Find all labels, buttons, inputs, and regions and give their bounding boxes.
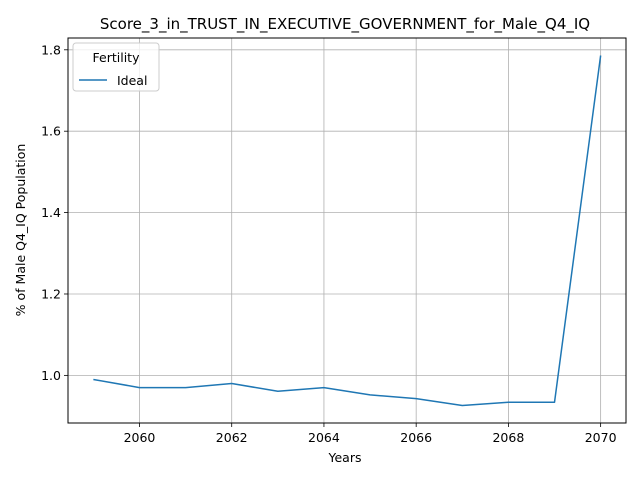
y-tick-label: 1.4 [41, 205, 61, 220]
x-tick-label: 2068 [492, 430, 524, 445]
y-tick-label: 1.2 [41, 286, 61, 301]
x-axis-ticks: 2060 2062 2064 2066 2068 2070 [124, 423, 617, 445]
y-axis-label: % of Male Q4_IQ Population [13, 144, 28, 317]
x-axis-label: Years [328, 450, 362, 465]
y-axis-ticks: 1.0 1.2 1.4 1.6 1.8 [41, 42, 68, 383]
x-tick-label: 2070 [585, 430, 617, 445]
chart-title: Score_3_in_TRUST_IN_EXECUTIVE_GOVERNMENT… [100, 15, 590, 34]
x-tick-label: 2062 [216, 430, 248, 445]
x-tick-label: 2066 [400, 430, 432, 445]
x-tick-label: 2064 [308, 430, 340, 445]
y-tick-label: 1.8 [41, 42, 61, 57]
legend-title: Fertility [93, 50, 141, 65]
series-line-ideal [93, 55, 602, 407]
legend-box [72, 42, 160, 92]
series-lines [93, 55, 602, 407]
y-tick-label: 1.0 [41, 368, 61, 383]
legend: Fertility Ideal [72, 42, 160, 92]
plot-frame [67, 37, 627, 424]
x-tick-label: 2060 [124, 430, 156, 445]
grid-lines [68, 38, 626, 423]
y-tick-label: 1.6 [41, 124, 61, 139]
legend-label-ideal: Ideal [117, 73, 147, 88]
